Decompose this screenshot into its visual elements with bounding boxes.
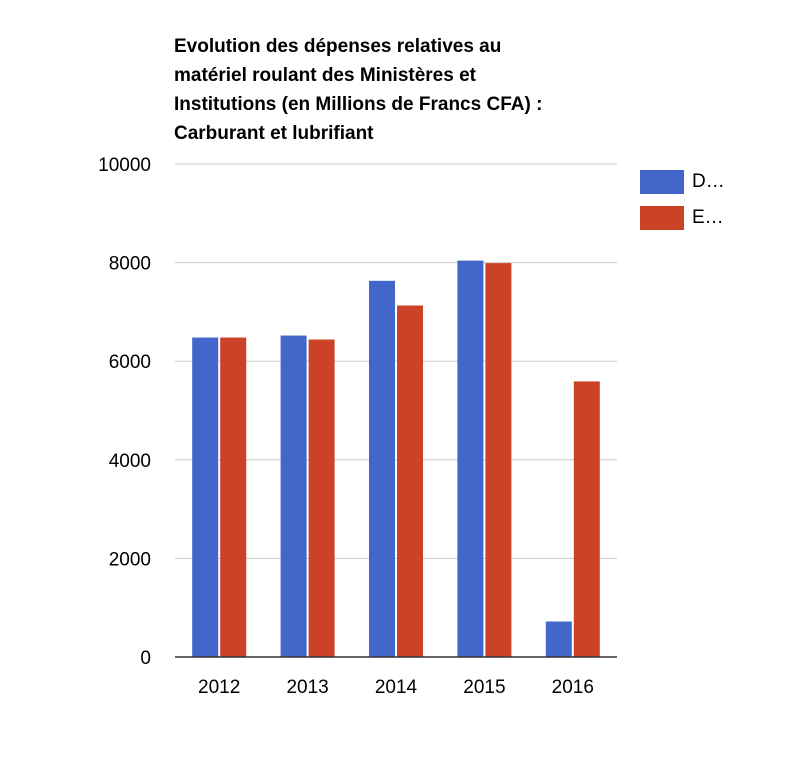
x-tick-label: 2014 — [375, 677, 418, 698]
bar-series-2-2012 — [220, 337, 247, 657]
y-tick-label: 2000 — [109, 549, 151, 570]
bar-series-1-2013 — [280, 335, 307, 657]
bar-series-1-2015 — [457, 260, 484, 657]
bar-series-1-2012 — [192, 337, 219, 657]
x-tick-label: 2015 — [463, 677, 505, 698]
legend-item-series-1: D… — [640, 164, 725, 200]
legend-item-series-2: E… — [640, 200, 725, 236]
chart-title-line-3: Institutions (en Millions de Francs CFA)… — [174, 94, 543, 115]
chart-legend: D… E… — [640, 164, 725, 236]
legend-label-series-1: D… — [692, 171, 725, 192]
chart-title-line-1: Evolution des dépenses relatives au — [174, 36, 502, 57]
x-tick-label: 2012 — [198, 677, 240, 698]
y-tick-label: 0 — [140, 648, 151, 669]
x-tick-label: 2013 — [286, 677, 328, 698]
y-tick-label: 10000 — [98, 155, 151, 176]
chart-title-line-2: matériel roulant des Ministères et — [174, 65, 476, 86]
y-tick-label: 6000 — [109, 352, 151, 373]
legend-swatch-series-2 — [640, 206, 684, 230]
bar-series-1-2016 — [545, 621, 572, 657]
bar-series-2-2015 — [485, 263, 512, 657]
bar-series-1-2014 — [369, 280, 395, 657]
chart-title: Evolution des dépenses relatives au maté… — [174, 32, 644, 148]
x-tick-label: 2016 — [552, 677, 594, 698]
bar-series-2-2016 — [573, 381, 600, 657]
y-tick-label: 8000 — [109, 254, 151, 275]
y-tick-label: 4000 — [109, 451, 151, 472]
legend-swatch-series-1 — [640, 170, 684, 194]
bar-series-2-2013 — [308, 339, 335, 657]
chart-title-line-4: Carburant et lubrifiant — [174, 123, 374, 144]
legend-label-series-2: E… — [692, 207, 724, 228]
bar-series-2-2014 — [397, 305, 423, 657]
